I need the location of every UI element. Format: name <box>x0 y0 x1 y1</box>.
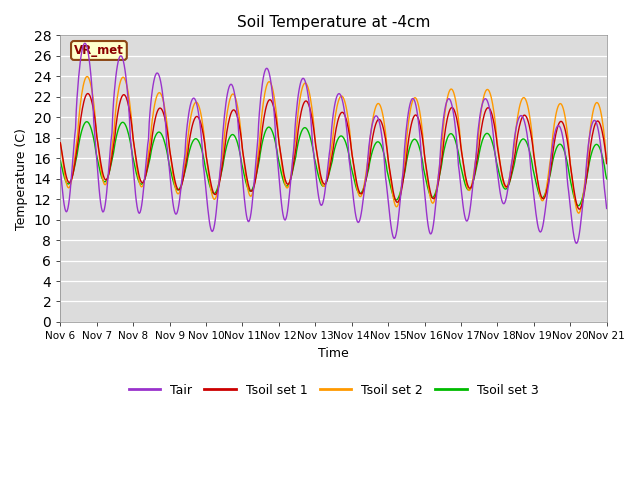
Legend: Tair, Tsoil set 1, Tsoil set 2, Tsoil set 3: Tair, Tsoil set 1, Tsoil set 2, Tsoil se… <box>124 379 543 402</box>
X-axis label: Time: Time <box>318 347 349 360</box>
Text: VR_met: VR_met <box>74 44 124 57</box>
Title: Soil Temperature at -4cm: Soil Temperature at -4cm <box>237 15 430 30</box>
Y-axis label: Temperature (C): Temperature (C) <box>15 128 28 229</box>
